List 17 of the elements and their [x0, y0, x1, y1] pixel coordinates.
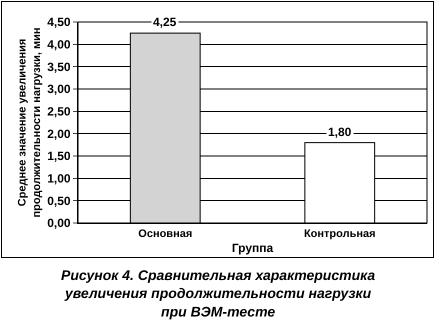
y-tick-label: 2,50	[47, 104, 71, 119]
x-tick-label: Основная	[138, 228, 192, 240]
x-axis-title: Группа	[232, 241, 274, 256]
y-tick-label: 1,00	[47, 172, 71, 186]
y-tick-label: 4,50	[47, 15, 71, 30]
y-tick-label: 3,50	[47, 60, 71, 74]
y-tick-label: 1,50	[47, 149, 71, 164]
y-tick-label: 2,00	[47, 126, 71, 141]
data-label: 4,25	[153, 15, 177, 29]
y-tick-label: 0,50	[47, 194, 71, 208]
y-tick-label: 4,00	[47, 38, 71, 52]
y-tick-label: 3,00	[47, 82, 71, 96]
y-tick-label: 0,00	[47, 216, 71, 230]
data-label: 1,80	[328, 125, 352, 139]
text: Рисунок 4. Сравнительная характеристика увеличения продолжительности нагрузки при ВЭМ-тесте	[61, 267, 376, 320]
y-axis-title: Среднее значение увеличения продолжительности нагрузки, мин	[16, 28, 43, 218]
x-tick-label: Контрольная	[304, 228, 376, 240]
